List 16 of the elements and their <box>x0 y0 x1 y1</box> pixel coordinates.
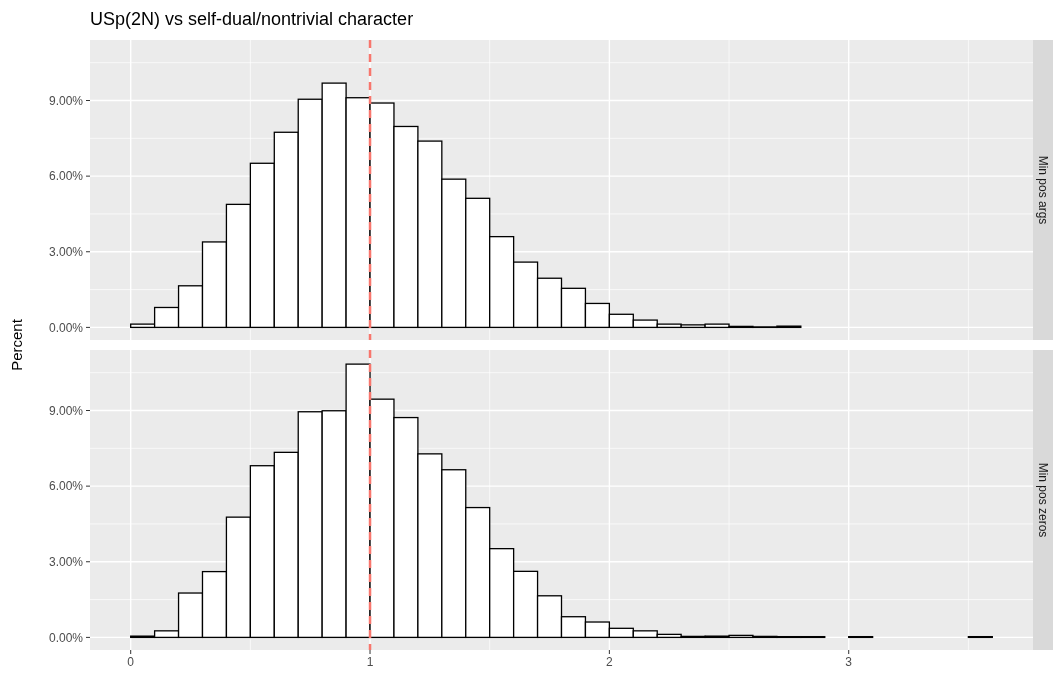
y-tick-label: 0.00% <box>48 320 84 335</box>
x-tick-label: 2 <box>606 655 614 669</box>
x-tick-label: 3 <box>845 655 853 669</box>
text: Min pos zeros <box>1035 462 1050 538</box>
y-tick-label: 0.00% <box>48 630 84 645</box>
y-tick-label: 3.00% <box>48 244 84 259</box>
y-tick-label: 6.00% <box>48 479 84 494</box>
chart-title: USp(2N) vs self-dual/nontrivial character <box>90 9 414 29</box>
y-tick-label: 3.00% <box>48 554 84 569</box>
y-tick-label: 6.00% <box>48 169 84 184</box>
x-tick-label: 0 <box>127 655 135 669</box>
x-tick-label: 1 <box>366 655 374 669</box>
y-axis-title: Percent <box>8 318 25 371</box>
y-tick-label: 9.00% <box>48 403 84 418</box>
y-tick-label: 9.00% <box>48 93 84 108</box>
text: Min pos args <box>1035 155 1050 225</box>
